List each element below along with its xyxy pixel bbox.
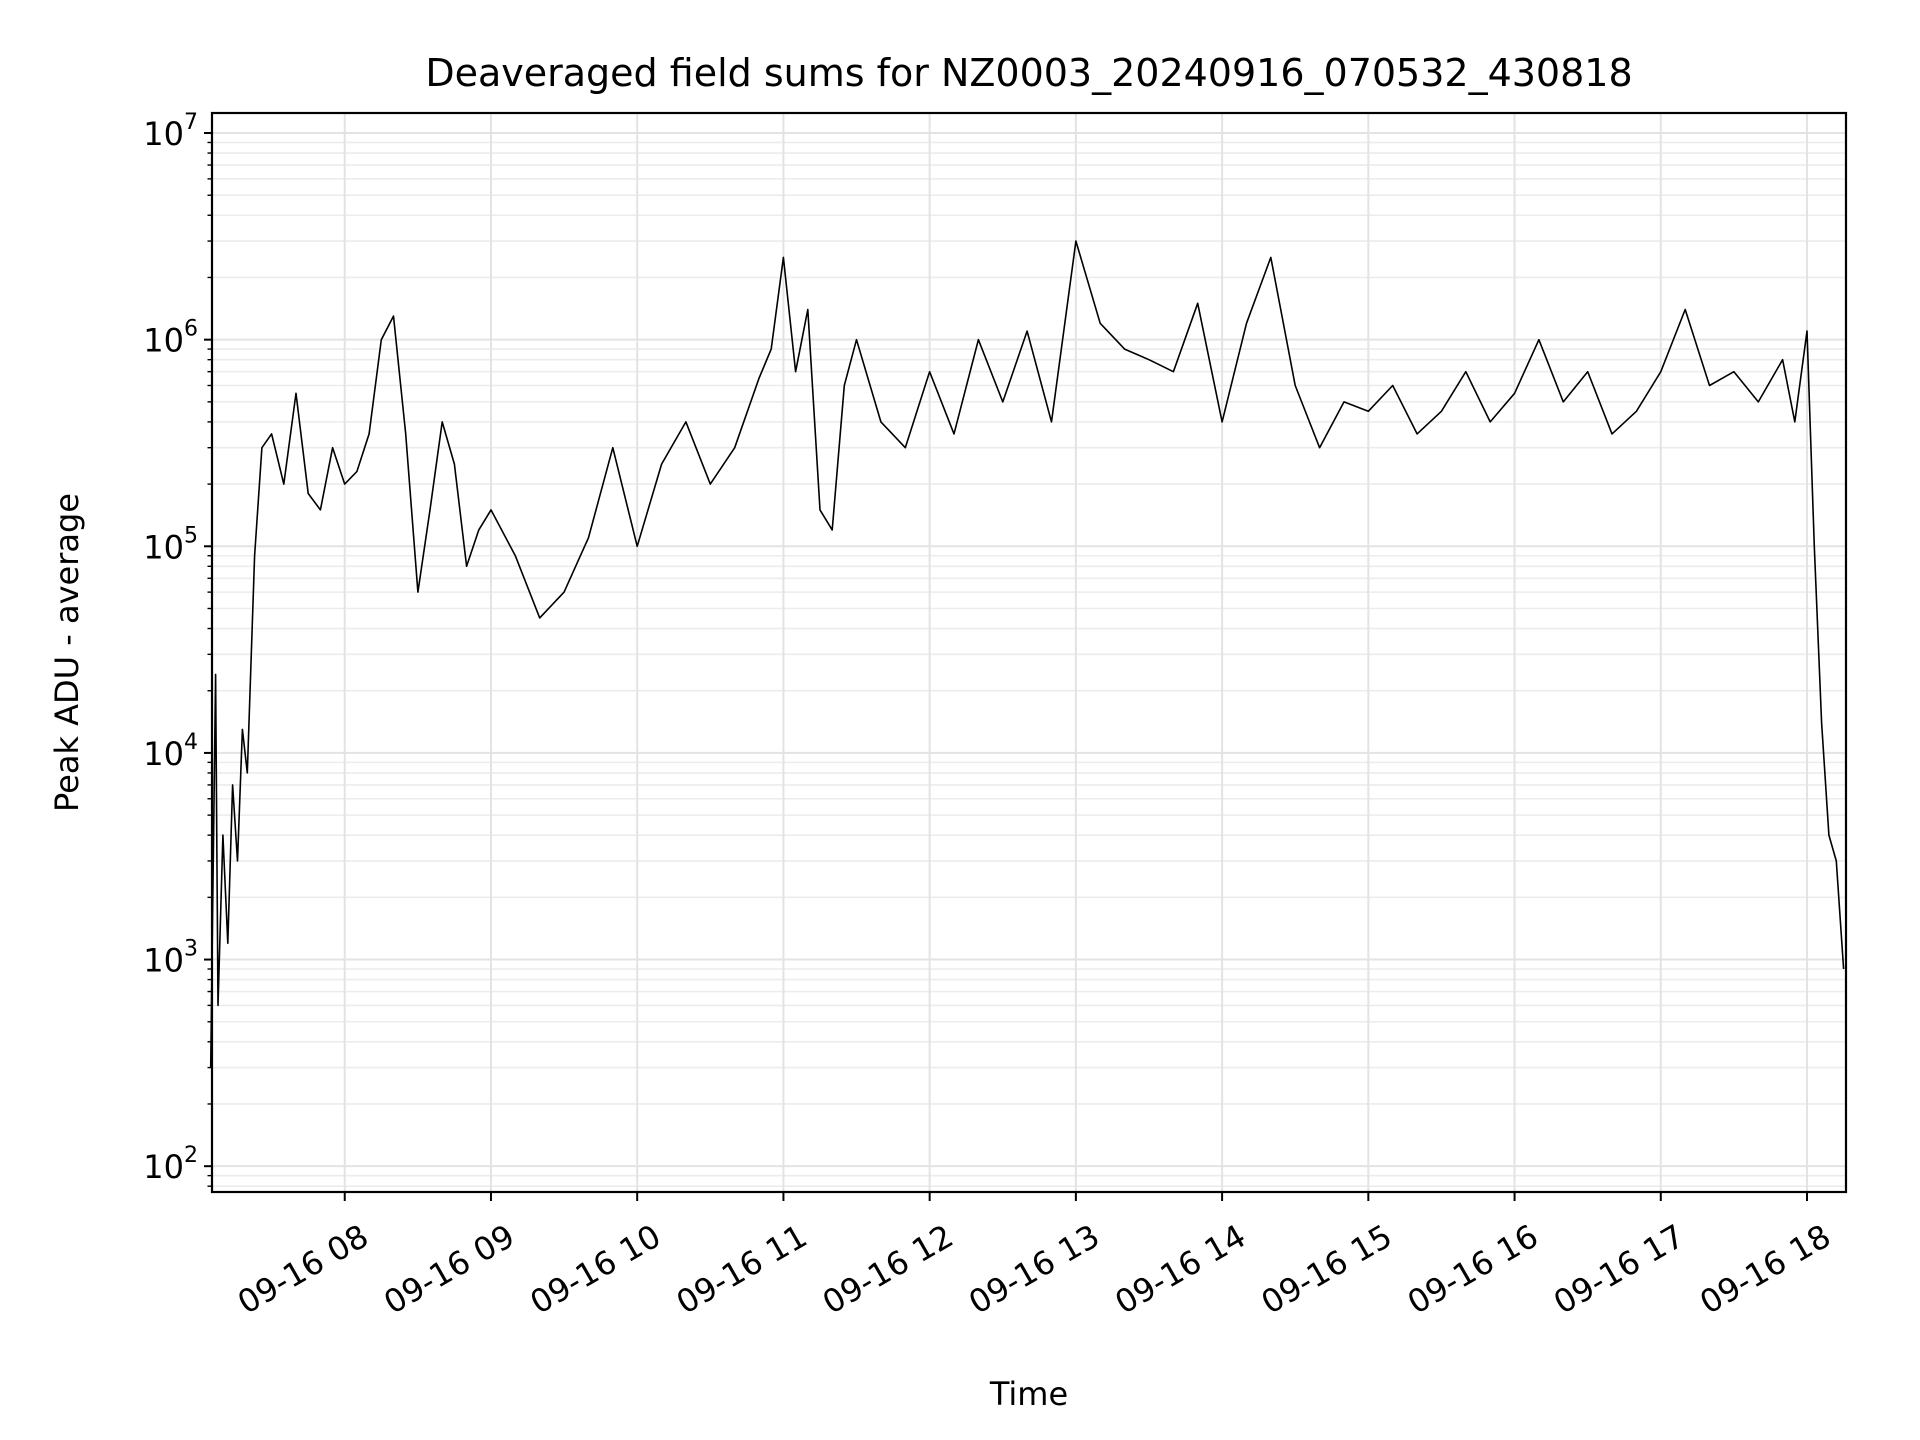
y-axis-label: Peak ADU - average [48, 493, 86, 812]
y-tick-label: 104 [143, 730, 198, 773]
y-axis: 102 103 104 105 106 107 [143, 110, 212, 1187]
y-tick-label: 103 [143, 937, 198, 980]
y-tick-label: 102 [143, 1143, 198, 1186]
plot-frame [210, 111, 1848, 1194]
chart-title: Deaveraged field sums for NZ0003_2024091… [425, 51, 1632, 95]
y-tick-label: 106 [143, 317, 198, 360]
y-tick-label: 105 [143, 523, 198, 566]
data-line [209, 240, 1845, 1068]
x-axis-label: Time [989, 1375, 1068, 1413]
data-series [209, 240, 1845, 1068]
grid [212, 113, 1846, 1192]
y-tick-label: 107 [143, 110, 198, 153]
